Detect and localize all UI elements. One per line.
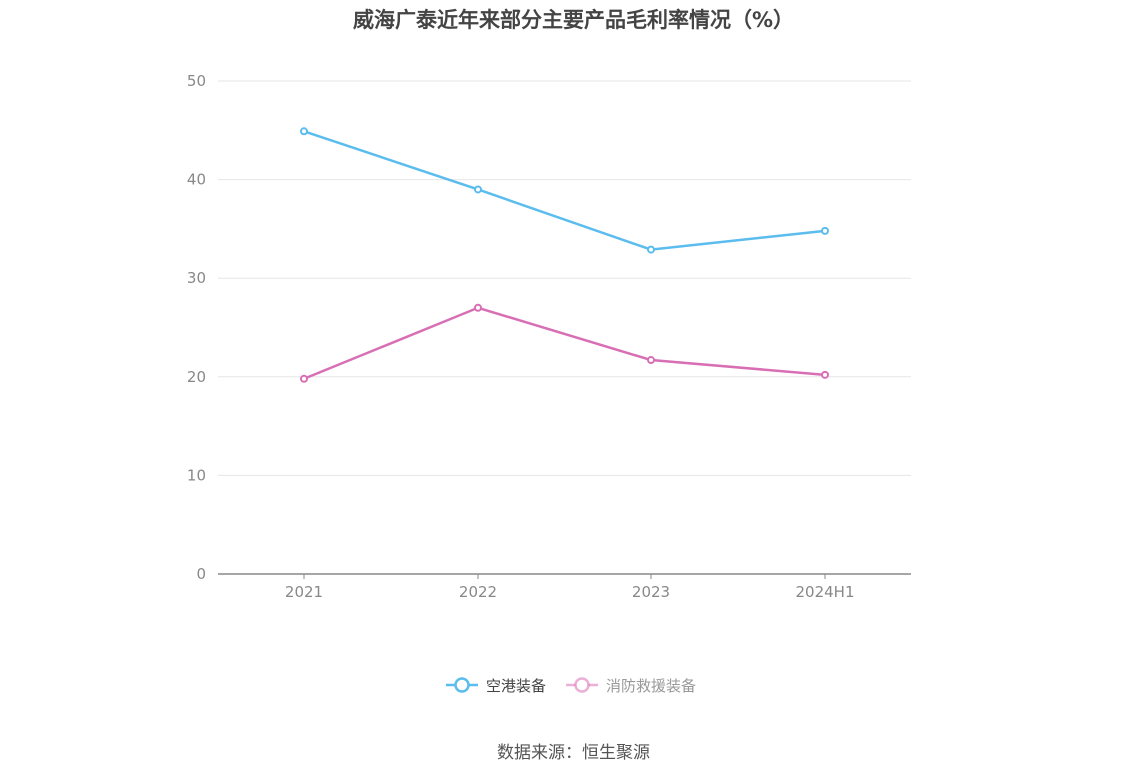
- y-tick-label: 50: [187, 72, 206, 90]
- chart-title: 威海广泰近年来部分主要产品毛利率情况（%）: [352, 8, 795, 32]
- legend-marker-icon: [454, 677, 470, 693]
- legend-item[interactable]: 空港装备: [446, 677, 546, 695]
- legend-marker-icon: [574, 677, 590, 693]
- data-point[interactable]: [474, 185, 482, 194]
- x-axis-ticks: 2021 2022 2023 2024H1: [285, 574, 855, 601]
- x-tick-label: 2023: [632, 583, 670, 601]
- x-tick-label: 2024H1: [796, 583, 855, 601]
- y-tick-label: 0: [196, 565, 206, 583]
- data-point[interactable]: [821, 226, 829, 235]
- series-line: [303, 306, 826, 380]
- data-point[interactable]: [647, 245, 655, 254]
- data-point[interactable]: [300, 127, 308, 136]
- y-tick-label: 40: [187, 171, 206, 189]
- data-point[interactable]: [474, 303, 482, 312]
- legend-item[interactable]: 消防救援装备: [566, 677, 696, 695]
- legend-label: 空港装备: [486, 677, 546, 695]
- data-source-note: 数据来源：恒生聚源: [497, 743, 650, 763]
- gridlines: [218, 80, 911, 476]
- data-point[interactable]: [647, 356, 655, 365]
- x-tick-label: 2021: [285, 583, 323, 601]
- y-tick-label: 10: [187, 466, 206, 484]
- data-point[interactable]: [300, 374, 308, 383]
- series-line: [303, 130, 826, 251]
- legend-label: 消防救援装备: [606, 677, 696, 695]
- x-tick-label: 2022: [459, 583, 497, 601]
- y-axis-ticks: 0 10 20 30 40 50: [187, 72, 206, 583]
- y-tick-label: 30: [187, 269, 206, 287]
- legend: 空港装备 消防救援装备: [446, 677, 696, 695]
- series-group: [300, 127, 829, 383]
- data-point[interactable]: [821, 370, 829, 379]
- y-tick-label: 20: [187, 368, 206, 386]
